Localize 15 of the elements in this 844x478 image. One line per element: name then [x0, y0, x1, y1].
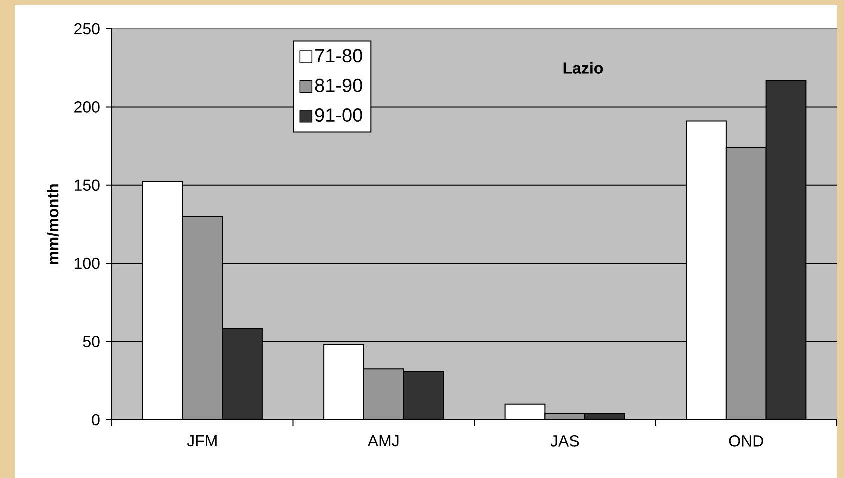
- text: Lazio: [564, 62, 604, 74]
- y-tick-label: 100: [75, 258, 100, 270]
- x-tick-label: JFM: [187, 436, 217, 447]
- y-tick-label: 200: [74, 102, 100, 113]
- legend-label: 81-90: [315, 78, 362, 92]
- legend-label: 71-80: [316, 49, 362, 63]
- legend-label: 91-00: [315, 108, 362, 122]
- y-tick-label: 50: [83, 336, 100, 348]
- y-tick-label: 0: [92, 414, 100, 426]
- x-tick-label: JAS: [550, 436, 580, 447]
- x-tick-label: OND: [729, 436, 764, 447]
- x-tick-label: AMJ: [368, 436, 399, 447]
- y-axis-title: mm/month: [47, 184, 59, 264]
- y-tick-label: 250: [74, 23, 100, 35]
- y-tick-label: 150: [75, 180, 100, 192]
